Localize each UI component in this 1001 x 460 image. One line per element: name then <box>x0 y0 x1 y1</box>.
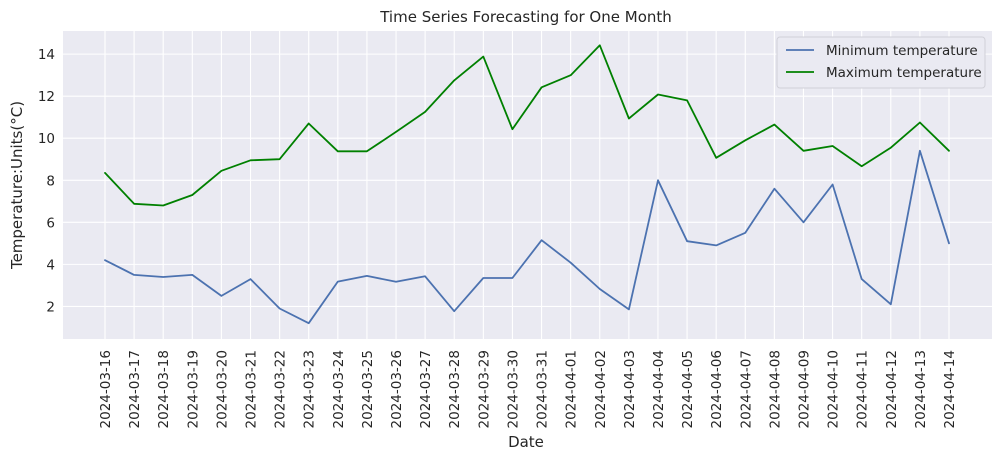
x-tick-label: 2024-04-07 <box>738 350 754 428</box>
x-tick-label: 2024-03-23 <box>302 350 318 428</box>
x-tick-label: 2024-04-11 <box>855 350 871 428</box>
y-tick-labels: 2 4 6 8 10 12 14 <box>38 47 55 315</box>
x-grid <box>104 31 950 339</box>
y-tick-label: 6 <box>46 215 55 231</box>
y-tick-label: 4 <box>46 257 55 273</box>
x-tick-label: 2024-04-13 <box>913 350 929 428</box>
series-line-minimum <box>104 149 950 325</box>
series-lines <box>104 44 950 325</box>
legend-box <box>776 36 986 89</box>
x-tick-label: 2024-03-25 <box>360 350 376 428</box>
x-tick-label: 2024-03-30 <box>505 350 521 428</box>
y-tick-label: 14 <box>38 47 55 63</box>
x-tick-label: 2024-04-12 <box>884 350 900 428</box>
x-tick-label: 2024-03-27 <box>418 350 434 428</box>
y-tick-label: 2 <box>46 299 55 315</box>
x-tick-label: 2024-03-18 <box>156 350 172 428</box>
x-tick-label: 2024-04-03 <box>622 350 638 428</box>
legend-label-min: Minimum temperature <box>826 43 978 59</box>
x-tick-label: 2024-03-19 <box>185 350 201 428</box>
x-tick-label: 2024-03-22 <box>273 350 289 428</box>
x-tick-label: 2024-04-09 <box>796 350 812 428</box>
x-tick-label: 2024-03-20 <box>214 350 230 428</box>
x-tick-label: 2024-04-01 <box>564 350 580 428</box>
x-tick-label: 2024-03-21 <box>244 350 260 428</box>
legend-label-max: Maximum temperature <box>826 65 982 81</box>
x-tick-label: 2024-04-05 <box>680 350 696 428</box>
x-tick-label: 2024-03-28 <box>447 350 463 428</box>
x-tick-label: 2024-04-02 <box>593 350 609 428</box>
x-tick-label: 2024-04-04 <box>651 350 667 428</box>
x-tick-label: 2024-04-14 <box>942 350 958 428</box>
y-axis-title: Temperature:Units(°C) <box>8 101 26 270</box>
legend: Minimum temperature Maximum temperature <box>776 36 986 89</box>
x-tick-label: 2024-03-17 <box>127 350 143 428</box>
y-tick-label: 8 <box>46 173 55 189</box>
x-tick-label: 2024-03-24 <box>331 350 347 428</box>
y-tick-label: 10 <box>38 131 55 147</box>
chart-title: Time Series Forecasting for One Month <box>379 8 672 26</box>
x-tick-label: 2024-03-29 <box>476 350 492 428</box>
y-tick-label: 12 <box>38 89 55 105</box>
x-tick-label: 2024-04-08 <box>767 350 783 428</box>
x-axis-title: Date <box>508 433 544 451</box>
x-tick-label: 2024-04-10 <box>826 350 842 428</box>
x-tick-label: 2024-03-16 <box>98 350 114 428</box>
x-tick-labels: 2024-03-16 2024-03-17 2024-03-18 2024-03-19… <box>98 350 958 428</box>
x-tick-label: 2024-03-31 <box>535 350 551 428</box>
series-line-maximum <box>104 44 950 207</box>
x-tick-label: 2024-03-26 <box>389 350 405 428</box>
x-tick-label: 2024-04-06 <box>709 350 725 428</box>
